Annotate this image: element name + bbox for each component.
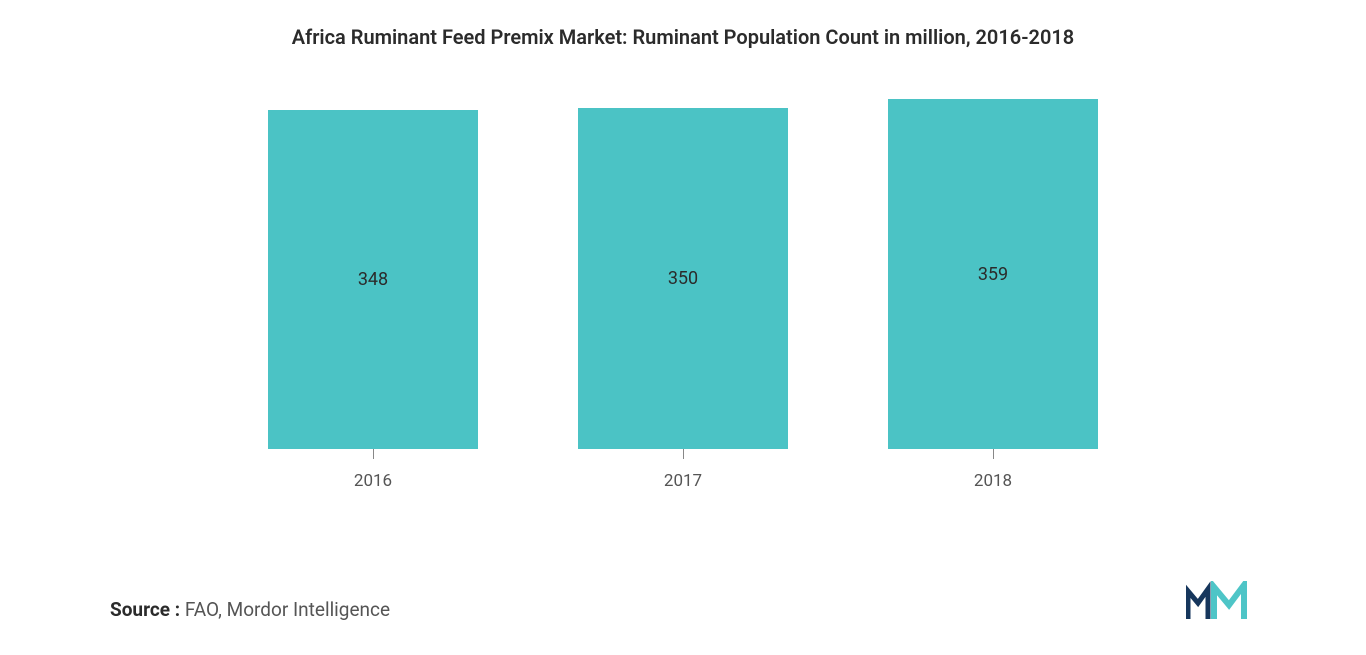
source-text: FAO, Mordor Intelligence xyxy=(185,598,390,621)
bar-group-2018: 359 2018 xyxy=(888,99,1098,491)
chart-title: Africa Ruminant Feed Premix Market: Rumi… xyxy=(80,25,1286,49)
bar-2016: 348 xyxy=(268,110,478,449)
bar-2018: 359 xyxy=(888,99,1098,449)
bar-label-2018: 2018 xyxy=(974,471,1012,491)
bar-group-2017: 350 2017 xyxy=(578,108,788,491)
bar-value-2016: 348 xyxy=(358,269,388,290)
tick-2018 xyxy=(993,449,994,459)
logo-icon xyxy=(1186,581,1256,621)
tick-2016 xyxy=(373,449,374,459)
tick-2017 xyxy=(683,449,684,459)
source: Source : FAO, Mordor Intelligence xyxy=(110,598,390,621)
footer: Source : FAO, Mordor Intelligence xyxy=(80,581,1286,621)
bar-label-2016: 2016 xyxy=(354,471,392,491)
chart-container: Africa Ruminant Feed Premix Market: Rumi… xyxy=(0,0,1366,655)
bars-area: 348 2016 350 2017 359 2018 xyxy=(80,99,1286,491)
bar-2017: 350 xyxy=(578,108,788,449)
source-label: Source : xyxy=(110,598,180,621)
bar-value-2017: 350 xyxy=(668,268,698,289)
bar-value-2018: 359 xyxy=(978,264,1008,285)
bar-group-2016: 348 2016 xyxy=(268,110,478,491)
bar-label-2017: 2017 xyxy=(664,471,702,491)
